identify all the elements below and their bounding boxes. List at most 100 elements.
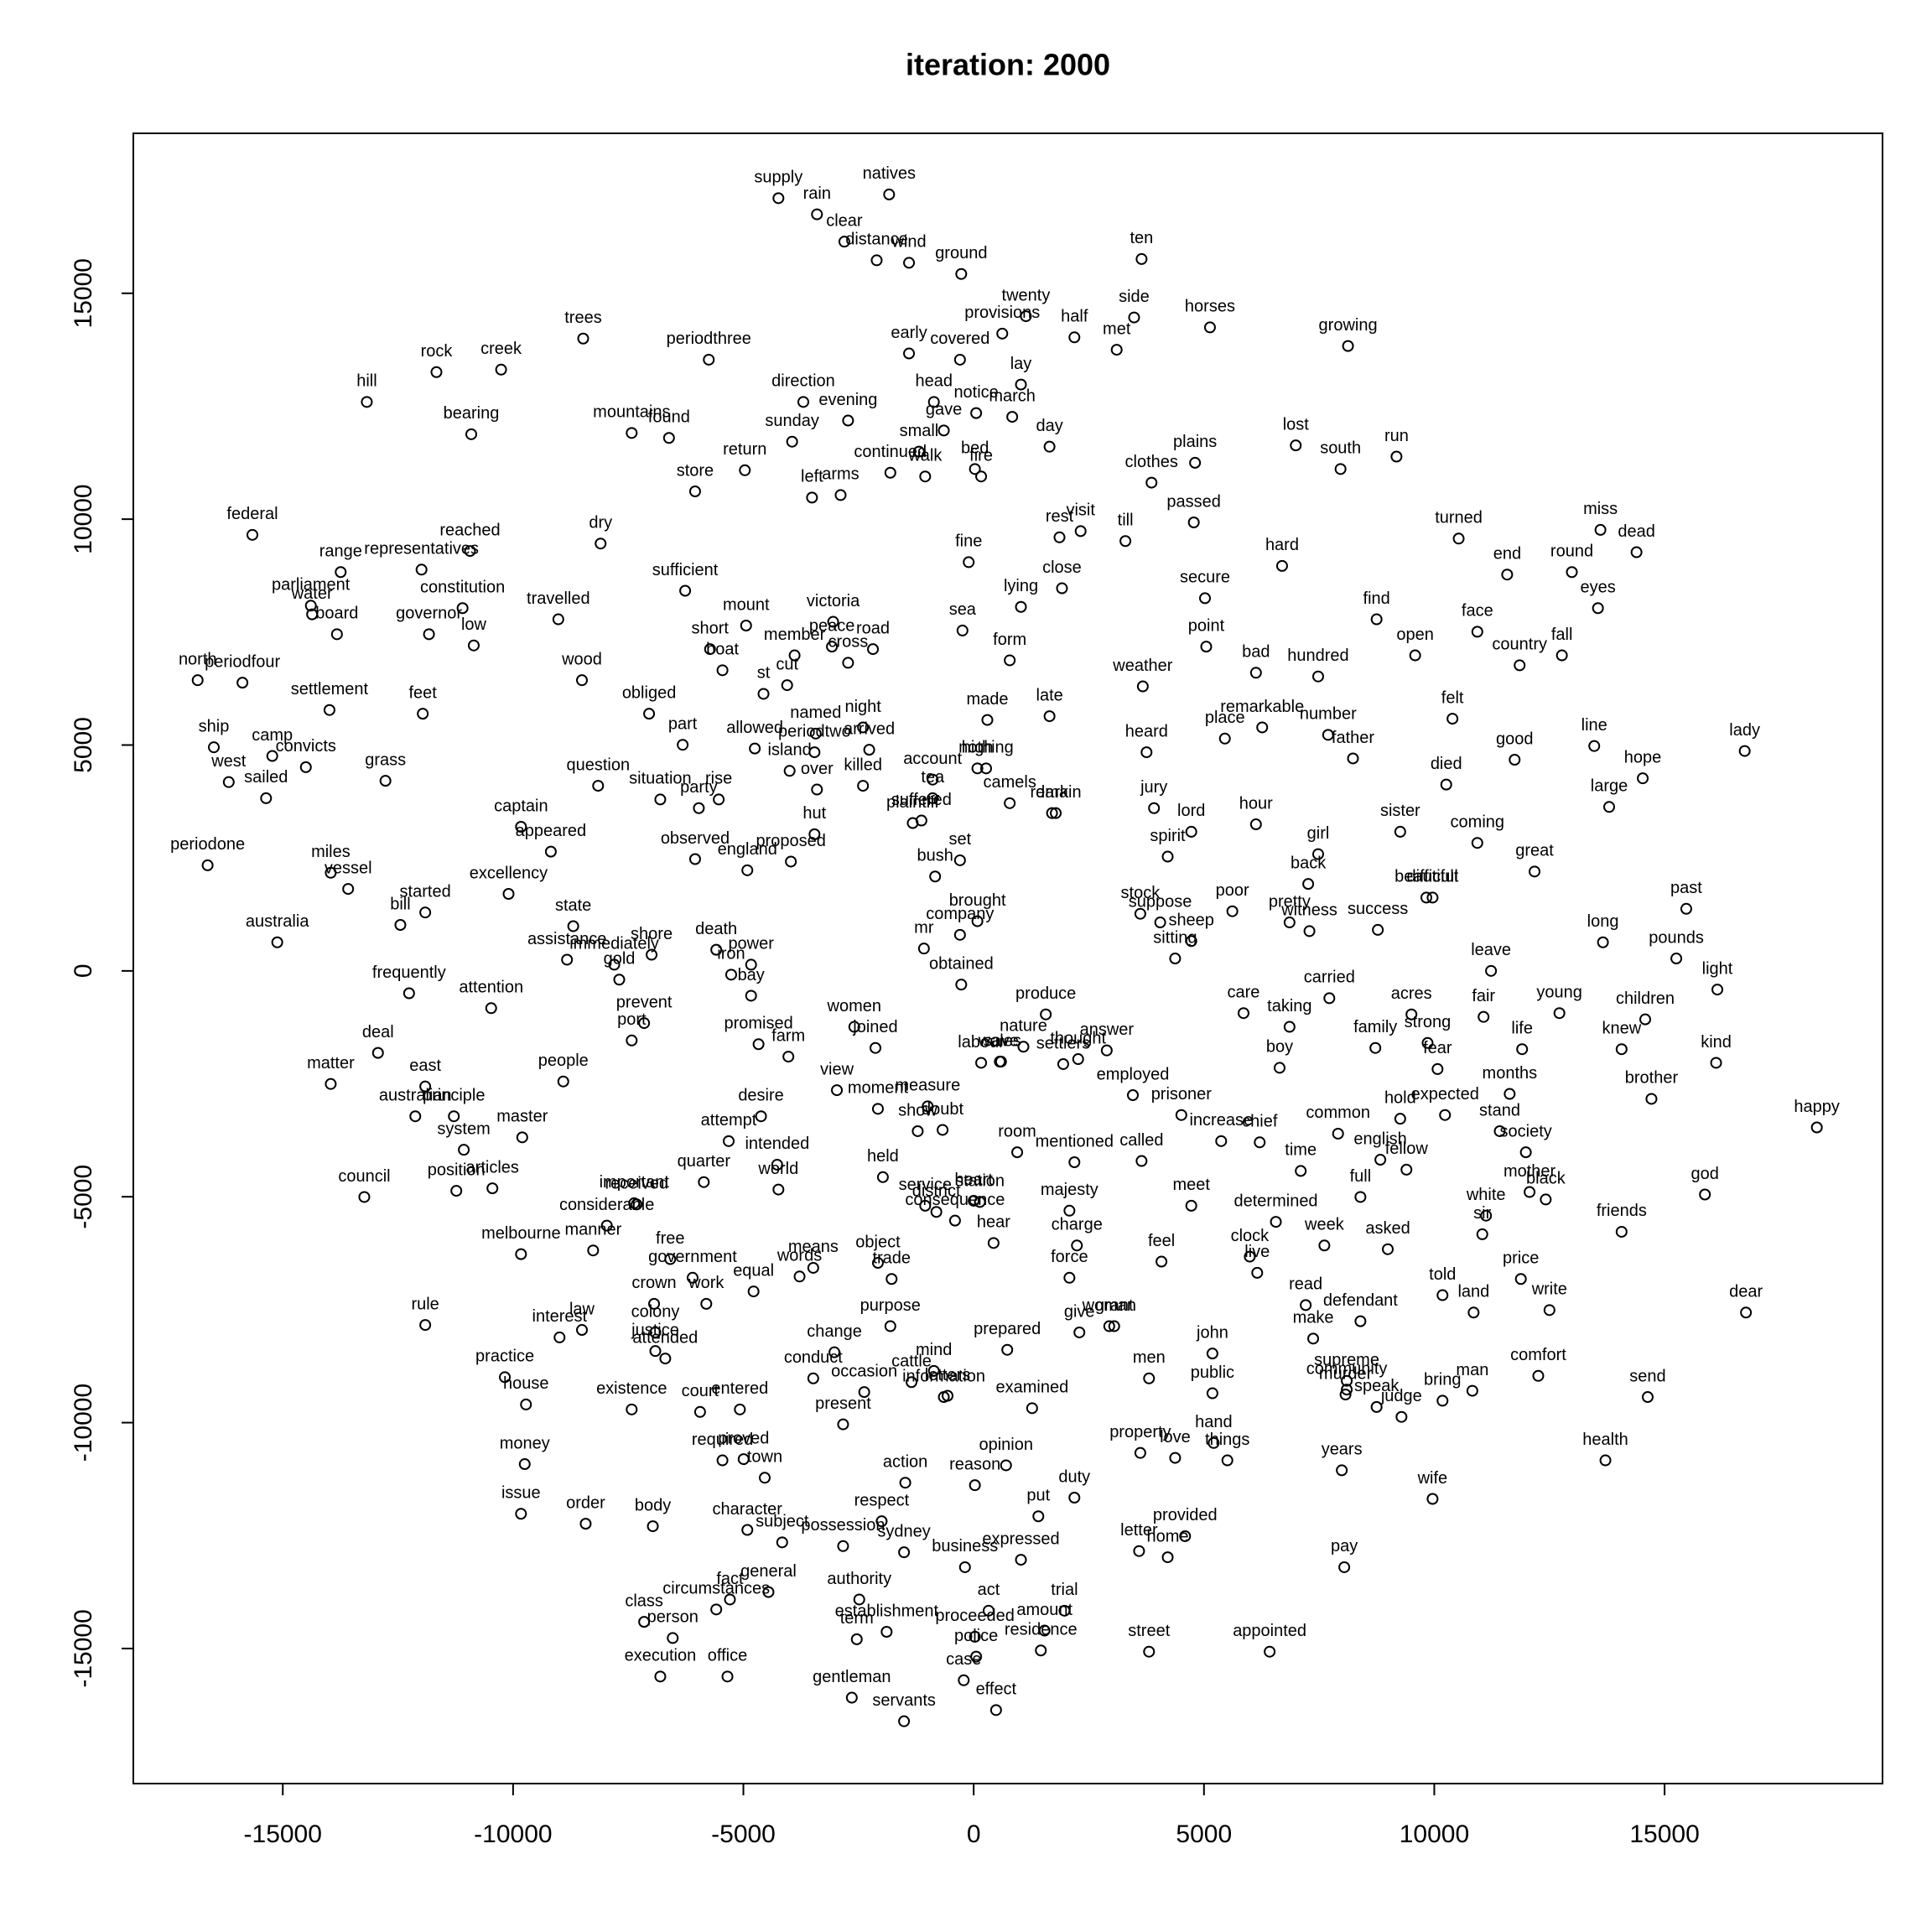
point <box>1409 649 1421 662</box>
point <box>1154 917 1166 929</box>
point <box>1006 411 1019 423</box>
point-label: gold <box>604 950 636 969</box>
point-label: love <box>1160 1428 1191 1446</box>
point <box>515 820 527 833</box>
point <box>963 556 975 569</box>
point <box>1032 1510 1045 1523</box>
point <box>567 920 579 932</box>
point <box>1187 517 1200 528</box>
point <box>649 1345 662 1358</box>
point <box>1249 818 1262 831</box>
point-label: stand <box>1479 1101 1520 1119</box>
point-label: hard <box>1265 536 1299 554</box>
point <box>1599 1454 1612 1467</box>
point-label: answer <box>1080 1021 1135 1039</box>
y-tick-label: 5000 <box>70 717 97 773</box>
point <box>1046 807 1058 819</box>
point <box>1493 1124 1506 1137</box>
point <box>1524 1186 1536 1198</box>
point-label: rise <box>705 770 732 788</box>
point <box>927 1364 940 1377</box>
point-label: meet <box>1172 1176 1210 1194</box>
point-label: dead <box>1618 522 1655 541</box>
point-label: settlement <box>291 680 369 699</box>
point-label: power <box>728 935 774 953</box>
point <box>1300 1299 1312 1311</box>
point-label: set <box>949 830 972 849</box>
point-label: low <box>461 615 487 634</box>
point-label: important <box>600 1173 670 1192</box>
point <box>1290 439 1302 452</box>
point <box>927 773 939 786</box>
point-label: made <box>966 690 1008 709</box>
point-label: show <box>898 1101 937 1119</box>
point-label: face <box>1462 602 1493 621</box>
point <box>419 1319 432 1332</box>
point-label: establishment <box>835 1602 939 1620</box>
point <box>626 1403 638 1415</box>
point-label: proposed <box>756 832 825 850</box>
point <box>423 628 435 641</box>
point <box>700 1297 713 1310</box>
point-label: friends <box>1597 1202 1647 1220</box>
point <box>911 1124 924 1137</box>
point <box>654 793 667 806</box>
point-label: england <box>718 840 777 859</box>
point <box>772 1183 785 1196</box>
point <box>1436 1394 1449 1407</box>
x-tick-label: 10000 <box>1400 1820 1469 1848</box>
point-label: bush <box>917 847 953 865</box>
point <box>394 919 407 931</box>
point-label: horses <box>1185 298 1235 316</box>
point-label: subject <box>756 1513 809 1531</box>
point-label: god <box>1691 1165 1719 1183</box>
point <box>450 1185 463 1197</box>
point-label: street <box>1128 1622 1170 1640</box>
point <box>1283 1021 1296 1033</box>
point <box>734 1403 746 1415</box>
point <box>688 853 701 865</box>
point-label: quarter <box>678 1152 731 1171</box>
point <box>994 1056 1006 1068</box>
point <box>1143 1372 1156 1384</box>
point <box>927 396 940 408</box>
point <box>419 1080 432 1093</box>
point-label: price <box>1503 1249 1539 1268</box>
point <box>1334 463 1347 475</box>
point-label: respect <box>854 1491 910 1509</box>
point <box>686 1271 699 1284</box>
point-label: number <box>1300 705 1357 724</box>
point-label: arms <box>822 465 859 484</box>
point-label: police <box>954 1627 998 1645</box>
point <box>1374 1154 1387 1166</box>
point-label: trees <box>564 309 601 327</box>
point <box>553 1331 566 1343</box>
point <box>499 1371 512 1384</box>
point <box>1318 1239 1331 1252</box>
point-label: gentleman <box>813 1668 891 1686</box>
point <box>1295 1165 1307 1177</box>
chart-title: iteration: 2000 <box>906 48 1110 82</box>
point <box>757 688 770 700</box>
point-label: witness <box>1280 901 1337 920</box>
point-label: body <box>635 1496 671 1514</box>
point-label: opinion <box>979 1436 1033 1454</box>
point-label: interest <box>532 1307 588 1326</box>
point-label: difficult <box>1406 868 1458 886</box>
point <box>912 445 925 458</box>
point-label: heard <box>1125 722 1168 740</box>
point <box>698 1176 710 1188</box>
point <box>1641 1391 1654 1404</box>
point-label: pay <box>1331 1537 1358 1555</box>
point-label: obtained <box>929 954 994 973</box>
point <box>1394 1113 1406 1125</box>
point <box>853 1593 865 1606</box>
point <box>906 1376 918 1389</box>
point <box>1471 837 1483 849</box>
point <box>1420 891 1432 904</box>
point-label: immediately <box>569 935 659 953</box>
point-label: years <box>1322 1441 1363 1459</box>
point <box>1322 729 1334 741</box>
point-label: employed <box>1097 1065 1170 1083</box>
point-label: duty <box>1058 1467 1090 1486</box>
